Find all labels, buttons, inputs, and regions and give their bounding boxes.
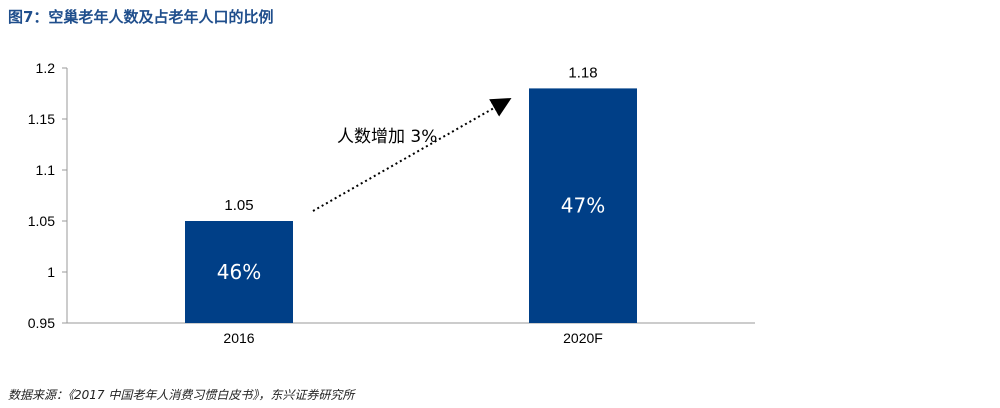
y-tick-label: 1.05 [28, 213, 55, 229]
bar-2016 [185, 221, 293, 323]
y-tick-label: 1.2 [36, 60, 56, 76]
x-tick-label: 2020F [563, 330, 603, 346]
trend-arrow [312, 98, 512, 212]
x-tick-label: 2016 [223, 330, 254, 346]
y-tick-label: 1.15 [28, 111, 55, 127]
trend-annotation: 人数增加 3% [337, 127, 437, 147]
data-label: 1.05 [224, 197, 253, 214]
y-tick-label: 1.1 [36, 162, 56, 178]
bar-share-label: 46% [217, 260, 261, 284]
y-tick-label: 1 [47, 264, 55, 280]
bar-share-label: 47% [561, 194, 605, 218]
source-note: 数据来源：《2017 中国老年人消费习惯白皮书》，东兴证券研究所 [8, 388, 355, 402]
data-label: 1.18 [568, 64, 597, 81]
y-tick-label: 0.95 [28, 315, 55, 331]
chart-title: 图7：空巢老年人数及占老年人口的比例 [8, 8, 274, 26]
bar-2020f [529, 88, 637, 324]
